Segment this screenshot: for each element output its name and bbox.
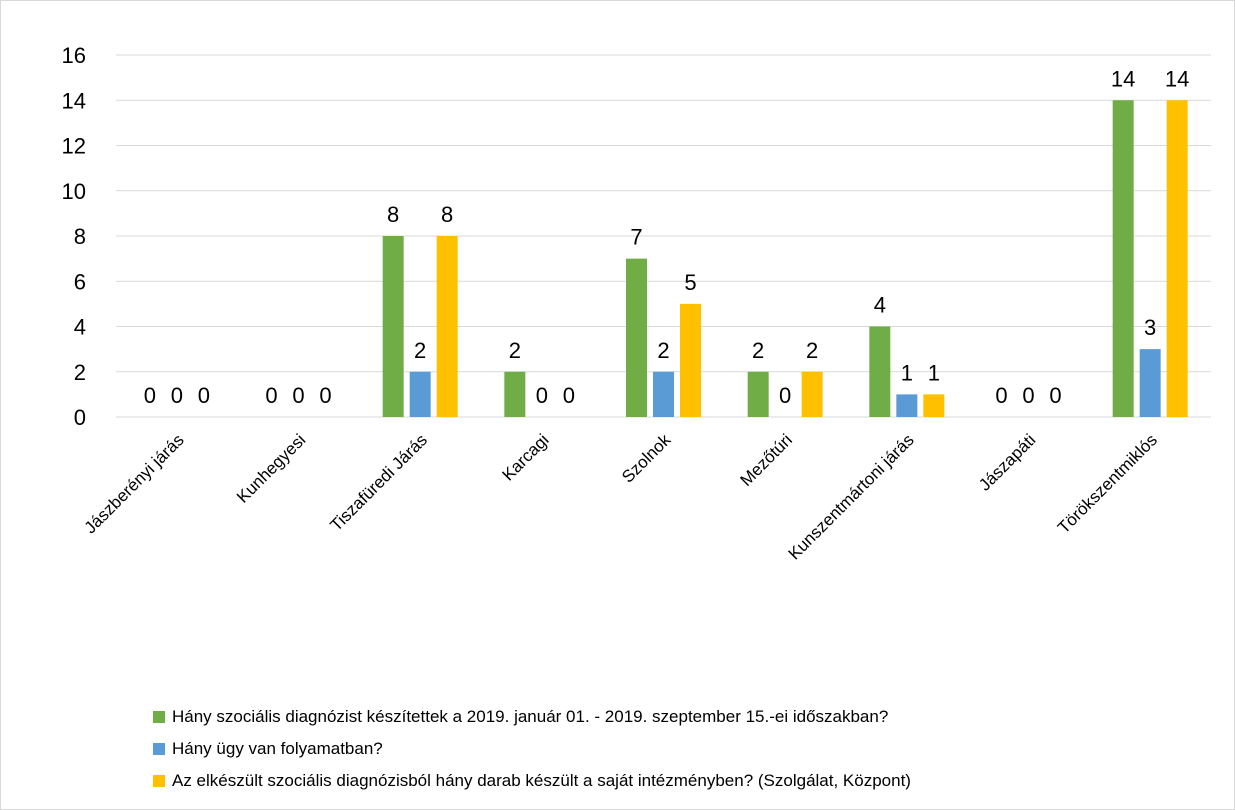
y-tick-label: 6 (74, 269, 86, 294)
data-label: 0 (265, 383, 277, 408)
data-label: 14 (1165, 66, 1189, 91)
data-label: 0 (1049, 383, 1061, 408)
legend-label-own-institution: Az elkészült szociális diagnózisból hány… (172, 771, 911, 790)
data-label: 2 (806, 338, 818, 363)
legend-swatch-green (153, 711, 165, 723)
y-tick-label: 0 (74, 405, 86, 430)
bar (896, 394, 918, 417)
data-label: 0 (198, 383, 210, 408)
bar (409, 371, 431, 417)
data-label: 0 (171, 383, 183, 408)
data-label: 0 (995, 383, 1007, 408)
data-label: 0 (292, 383, 304, 408)
legend-item-diagnoses: Hány szociális diagnózist készítettek a … (153, 707, 911, 727)
x-category-label: Kunhegyesi (233, 430, 309, 506)
y-tick-label: 4 (74, 315, 86, 340)
x-category-label: Tiszafüredi Járás (326, 430, 431, 535)
y-tick-label: 12 (62, 134, 86, 159)
data-label: 3 (1144, 315, 1156, 340)
bar (626, 258, 647, 417)
x-category-label: Szolnok (618, 430, 675, 487)
data-label: 2 (509, 338, 521, 363)
data-label: 7 (630, 225, 642, 250)
bar (382, 236, 404, 417)
bar (653, 371, 674, 417)
x-category-label: Kunszentmártoni járás (785, 430, 918, 563)
bar (923, 394, 945, 417)
data-label: 1 (928, 360, 940, 385)
y-tick-label: 2 (74, 360, 86, 385)
legend-swatch-yellow (153, 775, 165, 787)
data-label: 0 (563, 383, 575, 408)
legend-item-own-institution: Az elkészült szociális diagnózisból hány… (153, 771, 911, 791)
x-category-label: Karcagi (498, 430, 552, 484)
x-category-label: Törökszentmiklós (1054, 430, 1161, 537)
bar (801, 371, 823, 417)
bar (1166, 100, 1188, 417)
x-category-label: Jászberényi járás (81, 430, 188, 537)
legend: Hány szociális diagnózist készítettek a … (153, 707, 911, 803)
data-label: 14 (1111, 66, 1135, 91)
data-label: 0 (144, 383, 156, 408)
data-label: 4 (874, 293, 886, 318)
data-label: 2 (752, 338, 764, 363)
bar (869, 326, 891, 417)
data-label: 2 (414, 338, 426, 363)
legend-swatch-blue (153, 743, 165, 755)
bar (747, 371, 769, 417)
data-label: 0 (536, 383, 548, 408)
bar (436, 236, 458, 417)
data-label: 0 (779, 383, 791, 408)
x-category-label: Mezőtúri (736, 430, 796, 490)
y-tick-label: 16 (62, 43, 86, 68)
y-tick-label: 8 (74, 224, 86, 249)
legend-label-diagnoses: Hány szociális diagnózist készítettek a … (172, 707, 889, 726)
data-label: 1 (901, 360, 913, 385)
bar (1139, 349, 1161, 417)
data-label: 8 (387, 202, 399, 227)
legend-label-in-progress: Hány ügy van folyamatban? (172, 739, 383, 758)
data-label: 8 (441, 202, 453, 227)
bar (504, 371, 526, 417)
bar (1112, 100, 1134, 417)
bar (680, 303, 701, 417)
data-label: 0 (319, 383, 331, 408)
data-label: 0 (1022, 383, 1034, 408)
data-label: 2 (657, 338, 669, 363)
data-label: 5 (684, 270, 696, 295)
legend-item-in-progress: Hány ügy van folyamatban? (153, 739, 911, 759)
y-tick-label: 14 (62, 88, 86, 113)
y-tick-label: 10 (62, 179, 86, 204)
x-category-label: Jászapáti (975, 430, 1039, 494)
